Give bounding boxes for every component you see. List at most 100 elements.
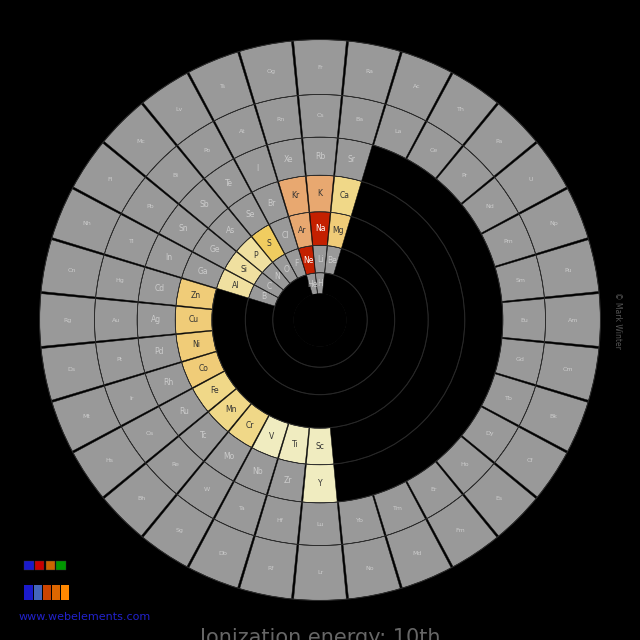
Text: Yb: Yb bbox=[356, 518, 364, 523]
Text: Os: Os bbox=[146, 431, 154, 436]
Text: Au: Au bbox=[112, 317, 120, 323]
Text: Tm: Tm bbox=[393, 506, 403, 511]
Text: Cm: Cm bbox=[563, 367, 573, 372]
Wedge shape bbox=[299, 95, 341, 138]
Text: Th: Th bbox=[456, 107, 465, 112]
Wedge shape bbox=[374, 104, 426, 158]
Wedge shape bbox=[205, 432, 252, 481]
Text: Pa: Pa bbox=[495, 139, 502, 143]
Wedge shape bbox=[104, 104, 176, 176]
Text: W: W bbox=[204, 487, 210, 492]
Wedge shape bbox=[519, 189, 588, 253]
Text: Lr: Lr bbox=[317, 570, 323, 575]
Wedge shape bbox=[209, 389, 251, 431]
Text: Lu: Lu bbox=[316, 522, 324, 527]
Text: Sg: Sg bbox=[175, 528, 184, 533]
Wedge shape bbox=[482, 374, 536, 426]
Text: Ge: Ge bbox=[209, 245, 220, 254]
Text: Pu: Pu bbox=[564, 268, 572, 273]
Wedge shape bbox=[176, 278, 216, 309]
Text: N: N bbox=[274, 273, 280, 282]
Text: Ni: Ni bbox=[192, 340, 200, 349]
Wedge shape bbox=[464, 464, 536, 536]
Text: Se: Se bbox=[245, 211, 255, 220]
Wedge shape bbox=[252, 415, 288, 458]
Wedge shape bbox=[502, 299, 545, 341]
Text: Sr: Sr bbox=[348, 155, 356, 164]
Wedge shape bbox=[193, 371, 236, 412]
Wedge shape bbox=[234, 145, 277, 192]
Text: C: C bbox=[267, 282, 272, 291]
Wedge shape bbox=[462, 178, 518, 233]
Bar bbox=[61, 585, 69, 600]
Wedge shape bbox=[343, 536, 401, 599]
Wedge shape bbox=[462, 407, 518, 462]
Wedge shape bbox=[209, 209, 251, 251]
Wedge shape bbox=[189, 519, 253, 588]
Wedge shape bbox=[214, 482, 266, 536]
Wedge shape bbox=[331, 176, 362, 216]
Wedge shape bbox=[339, 95, 385, 145]
Text: Na: Na bbox=[315, 224, 325, 233]
Text: Ta: Ta bbox=[239, 506, 245, 511]
Text: Sc: Sc bbox=[316, 442, 324, 451]
Wedge shape bbox=[182, 252, 225, 288]
Wedge shape bbox=[182, 352, 225, 388]
Wedge shape bbox=[41, 239, 104, 297]
Wedge shape bbox=[239, 536, 297, 599]
Wedge shape bbox=[495, 143, 567, 213]
Wedge shape bbox=[482, 214, 536, 266]
Text: Tl: Tl bbox=[129, 239, 134, 244]
Text: Ga: Ga bbox=[198, 267, 209, 276]
Wedge shape bbox=[52, 387, 121, 451]
Wedge shape bbox=[248, 285, 278, 306]
Wedge shape bbox=[294, 40, 346, 95]
Text: Ts: Ts bbox=[220, 84, 227, 89]
Wedge shape bbox=[234, 448, 277, 495]
Text: B: B bbox=[261, 292, 266, 301]
Wedge shape bbox=[316, 273, 324, 294]
Bar bbox=[56, 561, 65, 570]
Wedge shape bbox=[536, 343, 599, 401]
Wedge shape bbox=[495, 427, 567, 497]
Wedge shape bbox=[214, 104, 266, 158]
Text: Li: Li bbox=[317, 255, 323, 264]
Text: © Mark Winter: © Mark Winter bbox=[612, 292, 621, 348]
Wedge shape bbox=[138, 335, 181, 372]
Wedge shape bbox=[252, 225, 285, 262]
Text: Br: Br bbox=[268, 198, 276, 207]
Text: At: At bbox=[239, 129, 245, 134]
Circle shape bbox=[294, 294, 346, 346]
Wedge shape bbox=[289, 212, 312, 248]
Wedge shape bbox=[387, 52, 451, 121]
Wedge shape bbox=[52, 189, 121, 253]
Wedge shape bbox=[122, 407, 178, 462]
Text: Pm: Pm bbox=[504, 239, 513, 244]
Text: Ir: Ir bbox=[129, 396, 134, 401]
Wedge shape bbox=[307, 428, 333, 465]
Text: Hs: Hs bbox=[106, 458, 114, 463]
Wedge shape bbox=[339, 495, 385, 545]
Wedge shape bbox=[310, 212, 330, 246]
Wedge shape bbox=[143, 495, 213, 567]
Bar bbox=[35, 561, 44, 570]
Wedge shape bbox=[278, 424, 309, 464]
Wedge shape bbox=[104, 214, 158, 266]
Text: Al: Al bbox=[232, 280, 239, 289]
Wedge shape bbox=[307, 273, 317, 295]
Text: Tb: Tb bbox=[505, 396, 513, 401]
Text: Fe: Fe bbox=[211, 386, 219, 395]
Text: Tc: Tc bbox=[200, 431, 208, 440]
Text: Am: Am bbox=[568, 317, 578, 323]
Text: Rf: Rf bbox=[268, 566, 274, 571]
Text: H: H bbox=[317, 279, 323, 288]
Text: U: U bbox=[528, 177, 532, 182]
Text: Fm: Fm bbox=[456, 528, 465, 533]
Wedge shape bbox=[374, 482, 426, 536]
Text: Ho: Ho bbox=[460, 462, 468, 467]
Text: Ionization energy: 10th: Ionization energy: 10th bbox=[200, 628, 440, 640]
Wedge shape bbox=[299, 502, 341, 545]
Wedge shape bbox=[73, 143, 145, 213]
Text: Er: Er bbox=[430, 487, 436, 492]
Wedge shape bbox=[179, 179, 228, 228]
